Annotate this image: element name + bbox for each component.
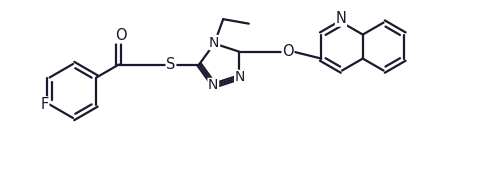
Text: O: O <box>115 28 127 43</box>
Text: N: N <box>335 11 346 26</box>
Text: N: N <box>209 35 220 50</box>
Text: N: N <box>235 70 245 84</box>
Text: S: S <box>166 57 176 72</box>
Text: N: N <box>208 78 219 92</box>
Text: O: O <box>282 44 294 59</box>
Text: F: F <box>40 97 49 112</box>
